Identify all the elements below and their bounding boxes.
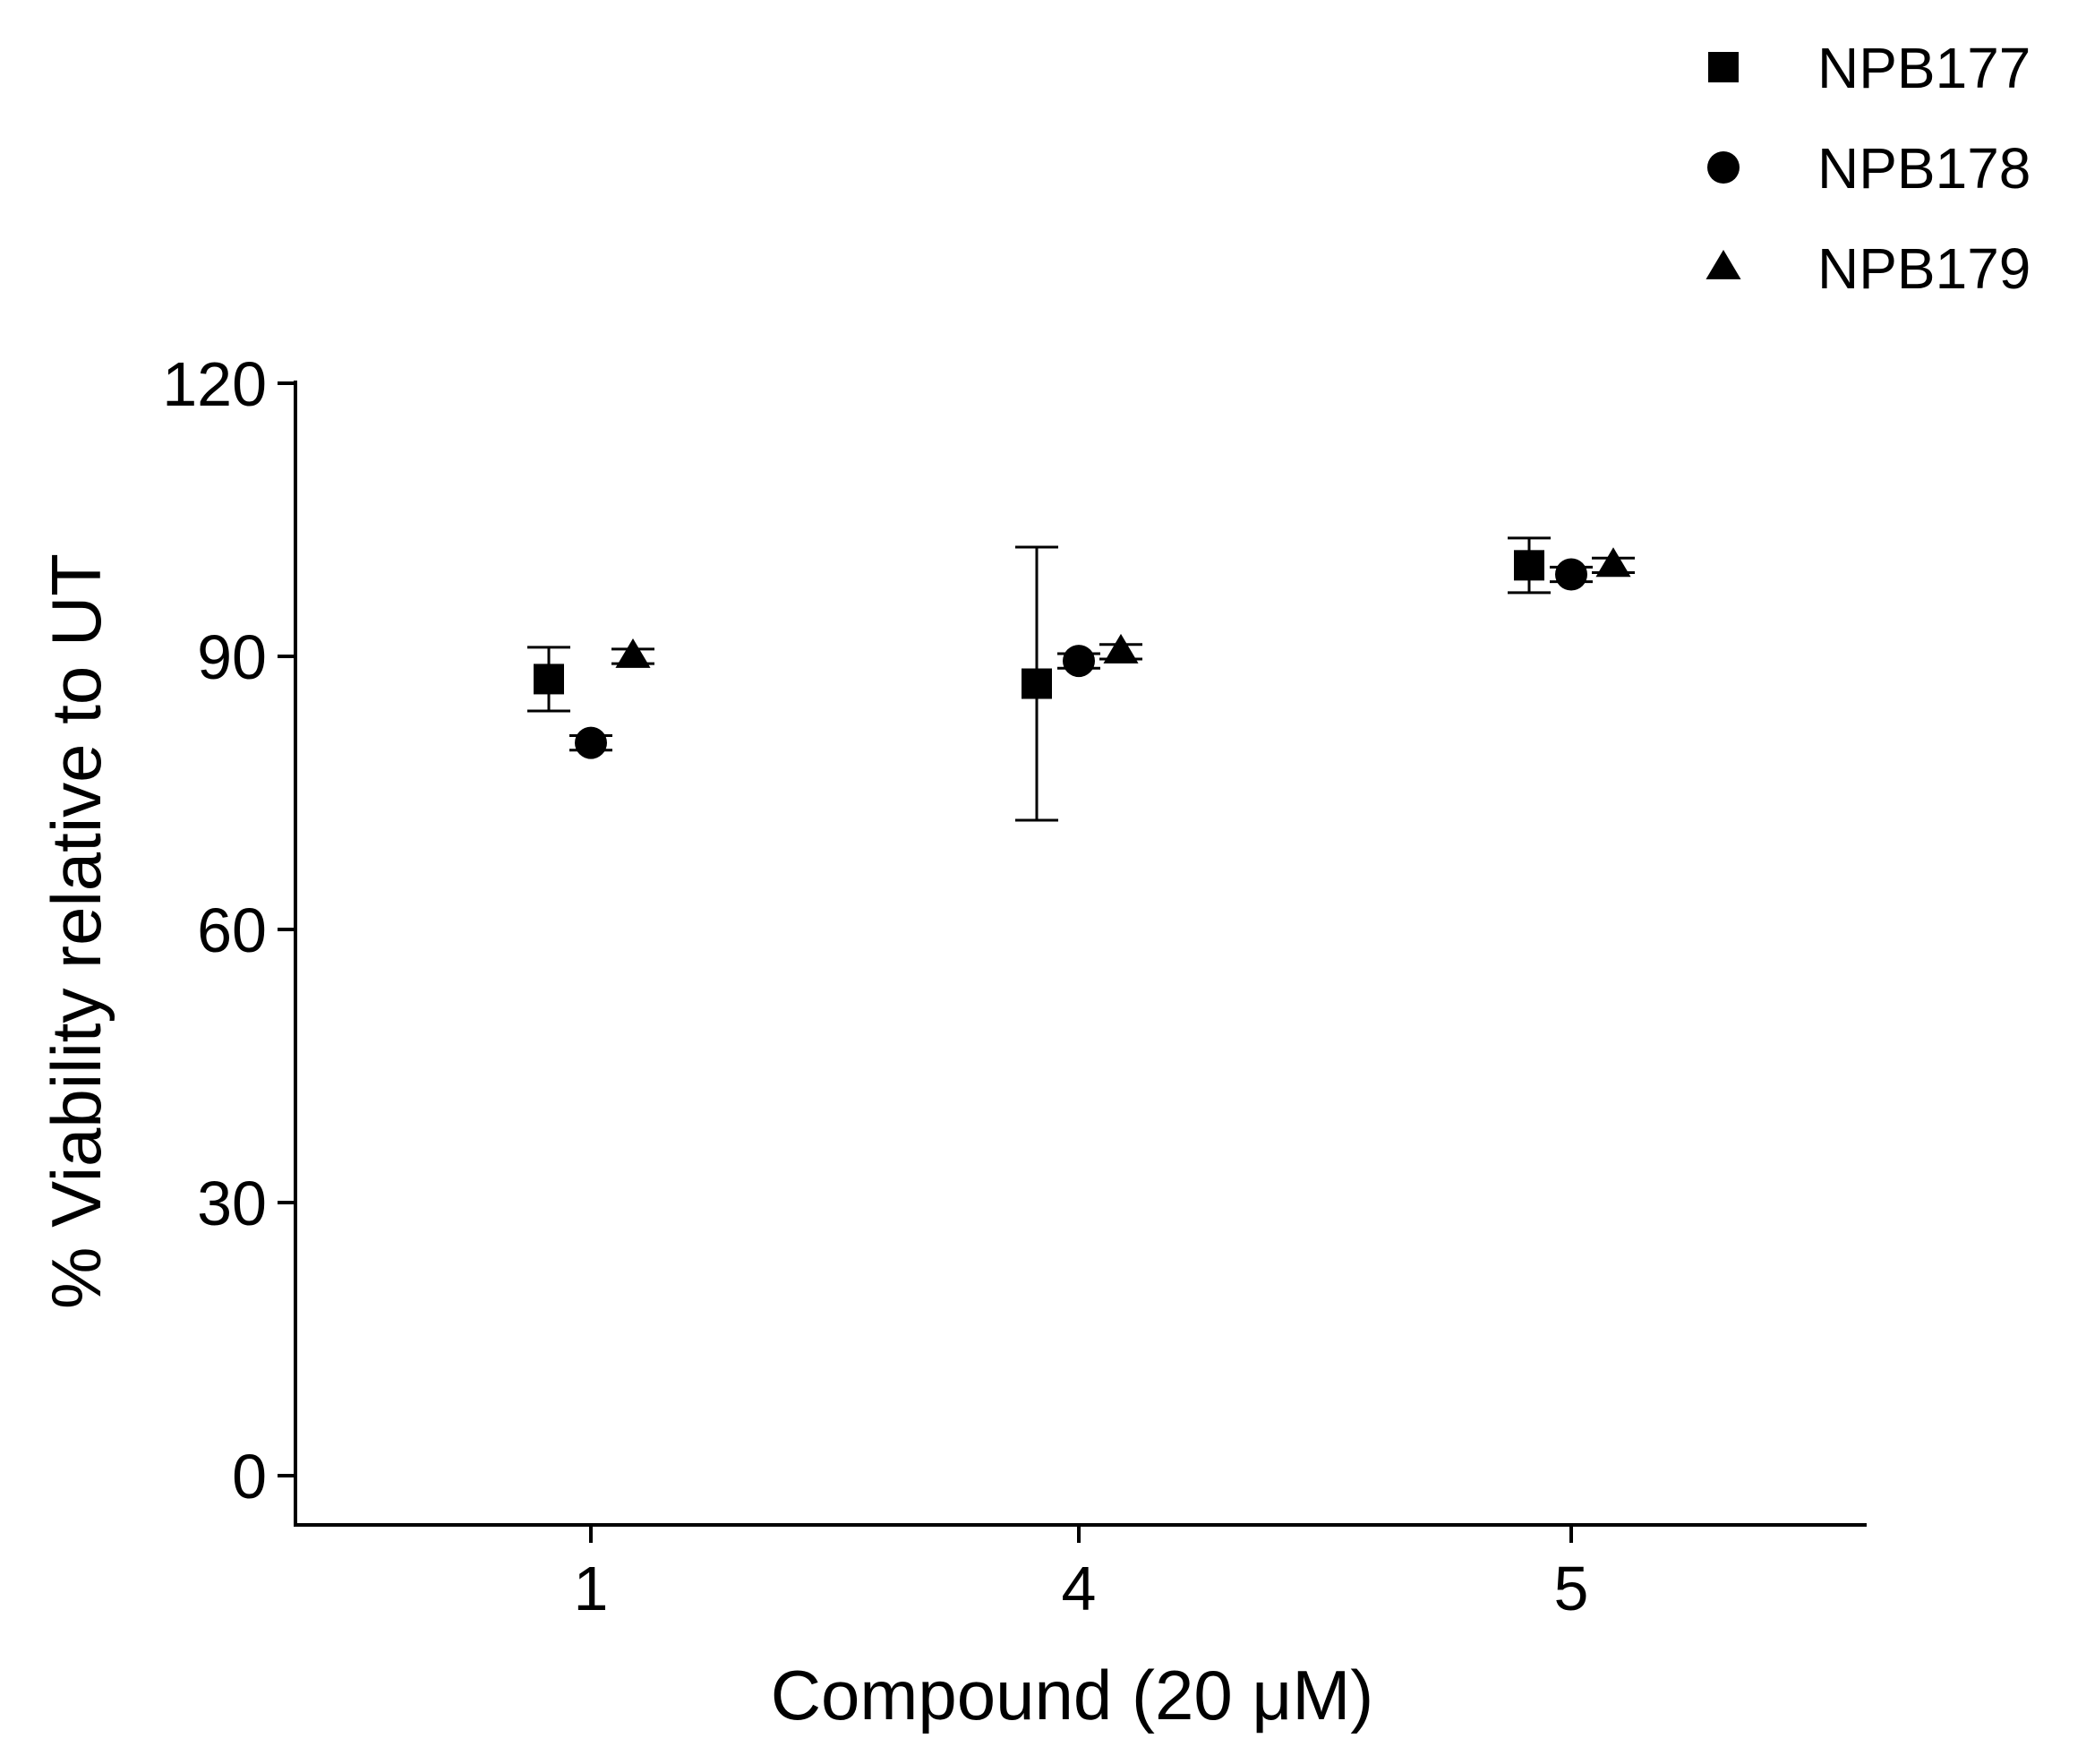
point-npb177-1 xyxy=(534,664,564,695)
legend-label-npb177: NPB177 xyxy=(1817,36,2030,100)
x-tick-label: 4 xyxy=(1062,1554,1097,1623)
y-axis-ticks: 0 30 60 90 120 xyxy=(162,349,295,1511)
legend-marker-npb177 xyxy=(1708,52,1739,82)
point-npb177-5 xyxy=(1514,550,1544,581)
point-npb179-5 xyxy=(1595,547,1631,578)
point-npb178-1 xyxy=(575,726,607,759)
x-tick-label: 1 xyxy=(574,1554,609,1623)
y-axis-title: % Viability relative to UT xyxy=(37,553,115,1309)
y-tick-label: 0 xyxy=(232,1442,267,1511)
point-npb178-5 xyxy=(1555,558,1587,591)
point-npb179-1 xyxy=(615,638,651,668)
y-tick-label: 30 xyxy=(197,1169,267,1238)
legend-marker-npb178 xyxy=(1707,151,1740,184)
y-tick-label: 90 xyxy=(197,622,267,692)
y-tick-label: 60 xyxy=(197,895,267,965)
x-axis-ticks: 1 4 5 xyxy=(574,1525,1589,1623)
data-points xyxy=(527,536,1635,822)
legend: NPB177 NPB178 NPB179 xyxy=(1706,36,2030,301)
point-npb178-4 xyxy=(1063,645,1095,678)
x-tick-label: 5 xyxy=(1554,1554,1589,1623)
legend-label-npb179: NPB179 xyxy=(1817,236,2030,301)
y-tick-label: 120 xyxy=(162,349,267,419)
legend-marker-npb179 xyxy=(1706,249,1741,279)
legend-label-npb178: NPB178 xyxy=(1817,136,2030,201)
x-axis-title: Compound (20 μM) xyxy=(771,1656,1374,1734)
point-npb179-4 xyxy=(1103,633,1139,664)
point-npb177-4 xyxy=(1022,668,1052,699)
